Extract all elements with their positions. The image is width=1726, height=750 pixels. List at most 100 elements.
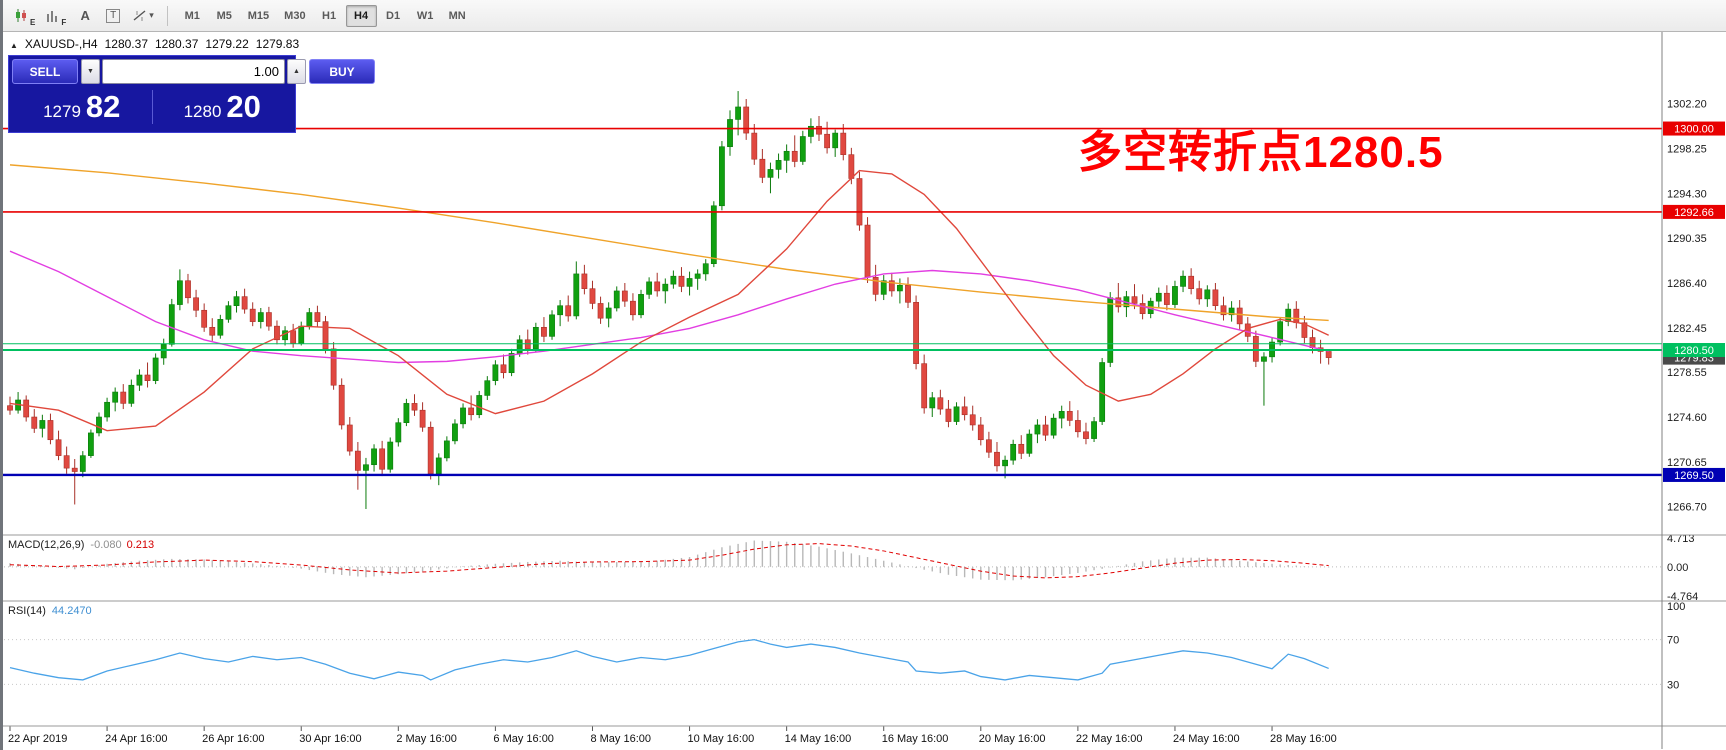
trade-prices-row: 1279 82 1280 20: [12, 84, 292, 129]
chart-canvas: 1279.83 1300.00 1292.66 1280.50 1269.50 1302.…: [0, 32, 1726, 749]
rsi-scale-label: 70: [1667, 635, 1679, 647]
candle-body: [1236, 307, 1243, 325]
ohlc-low: 1279.22: [205, 37, 249, 51]
buy-price-pips: 20: [226, 89, 261, 124]
sell-button[interactable]: SELL: [12, 59, 78, 84]
time-axis-label: 16 May 16:00: [882, 733, 949, 745]
candle-body: [638, 294, 644, 316]
candle-body: [55, 439, 62, 456]
candle-body: [727, 119, 733, 148]
buy-button[interactable]: BUY: [309, 59, 375, 84]
price-axis-label: 1294.30: [1667, 188, 1707, 200]
macd-pane: [0, 540, 1662, 581]
candle-body: [929, 397, 936, 409]
macd-indicator-label: MACD(12,26,9) -0.080 0.213: [8, 539, 154, 551]
candle-body: [735, 106, 741, 120]
expert-candlestick-tool-button[interactable]: E: [10, 4, 39, 28]
price-axis-label: 1290.35: [1667, 233, 1707, 245]
timeframe-button-h1[interactable]: H1: [314, 5, 345, 27]
candle-body: [1301, 322, 1308, 338]
candle-body: [1042, 424, 1049, 436]
hline-price-label-bg: [1663, 343, 1725, 358]
time-axis: 22 Apr 2019 24 Apr 16:00 26 Apr 16:00 30 Ap…: [8, 726, 1337, 745]
timeframe-button-m1[interactable]: M1: [177, 5, 208, 27]
candle-body: [816, 125, 822, 135]
candle-body: [872, 277, 879, 295]
candle-body: [1034, 424, 1041, 435]
ohlc-open: 1280.37: [104, 37, 148, 51]
candle-body: [621, 290, 628, 302]
candle-body: [443, 440, 450, 459]
volume-increment-button[interactable]: ▲: [287, 59, 306, 84]
candle-body: [613, 290, 620, 309]
volume-input[interactable]: [102, 59, 285, 84]
candle-body: [403, 403, 410, 423]
candle-body: [589, 288, 596, 304]
time-axis-label: 10 May 16:00: [688, 733, 755, 745]
candle-body: [201, 309, 208, 328]
symbol-period-label: XAUUSD-,H4: [24, 37, 98, 51]
candle-body: [1074, 420, 1081, 433]
candle-body: [808, 125, 814, 137]
candle-body: [832, 132, 839, 149]
candle-body: [824, 133, 830, 149]
chart-area[interactable]: 1279.83 1300.00 1292.66 1280.50 1269.50 1302.…: [0, 32, 1726, 749]
candle-body: [1131, 296, 1138, 304]
time-axis-label: 14 May 16:00: [785, 733, 852, 745]
candle-body: [1172, 286, 1178, 305]
candle-body: [363, 464, 369, 471]
timeframe-button-mn[interactable]: MN: [442, 5, 473, 27]
candle-body: [31, 416, 38, 429]
candle-body: [1220, 305, 1227, 316]
candle-body: [419, 409, 426, 428]
volume-control: ▼ ▲: [81, 59, 306, 84]
buy-price-main: 1280: [183, 102, 222, 121]
price-axis: 1279.831300.001292.661280.501269.501302.…: [1663, 99, 1725, 691]
time-axis-label: 24 Apr 16:00: [105, 733, 167, 745]
main-pane: [0, 91, 1662, 510]
candle-body: [775, 160, 782, 170]
label-tool-button[interactable]: A: [72, 4, 98, 28]
candle-body: [176, 280, 183, 305]
candle-body: [476, 395, 483, 416]
drawing-tools-button[interactable]: ▾: [128, 4, 158, 28]
candle-body: [452, 423, 458, 442]
text-t-icon: T: [106, 8, 121, 23]
rsi-name: RSI(14): [8, 605, 46, 617]
timeframe-button-m5[interactable]: M5: [209, 5, 240, 27]
candle-body: [379, 448, 386, 470]
time-axis-label: 22 May 16:00: [1076, 733, 1143, 745]
timeframe-button-m30[interactable]: M30: [277, 5, 312, 27]
trade-buttons-row: SELL ▼ ▲ BUY: [12, 59, 375, 84]
candle-body: [306, 312, 313, 327]
time-axis-label: 28 May 16:00: [1270, 733, 1337, 745]
candle-body: [1002, 459, 1008, 467]
candle-body: [411, 403, 418, 411]
candle-body: [193, 297, 199, 311]
histogram-tool-button[interactable]: F: [41, 4, 70, 28]
timeframe-group: M1 M5 M15 M30 H1 H4 D1 W1 MN: [177, 4, 473, 27]
candle-body: [23, 399, 30, 418]
hline-price-label-bg: [1663, 121, 1725, 136]
symbol-marker-icon: ▲: [10, 41, 18, 50]
volume-decrement-button[interactable]: ▼: [81, 59, 100, 84]
candle-body: [662, 283, 669, 292]
timeframe-button-d1[interactable]: D1: [378, 5, 409, 27]
candle-body: [322, 321, 329, 350]
timeframe-button-m15[interactable]: M15: [241, 5, 276, 27]
text-tool-button[interactable]: T: [100, 4, 126, 28]
candle-body: [1026, 433, 1033, 454]
candle-body: [274, 325, 280, 341]
candle-body: [969, 414, 976, 426]
candle-body: [694, 273, 701, 279]
candle-body: [896, 284, 903, 292]
candlestick-icon: [16, 9, 26, 22]
candle-body: [500, 364, 507, 374]
time-axis-label: 26 Apr 16:00: [202, 733, 264, 745]
candle-body: [330, 348, 337, 386]
price-axis-label: 1286.40: [1667, 278, 1707, 290]
timeframe-button-h4[interactable]: H4: [345, 4, 377, 27]
candle-body: [913, 302, 919, 364]
timeframe-button-w1[interactable]: W1: [410, 5, 441, 27]
candle-body: [1091, 421, 1097, 439]
